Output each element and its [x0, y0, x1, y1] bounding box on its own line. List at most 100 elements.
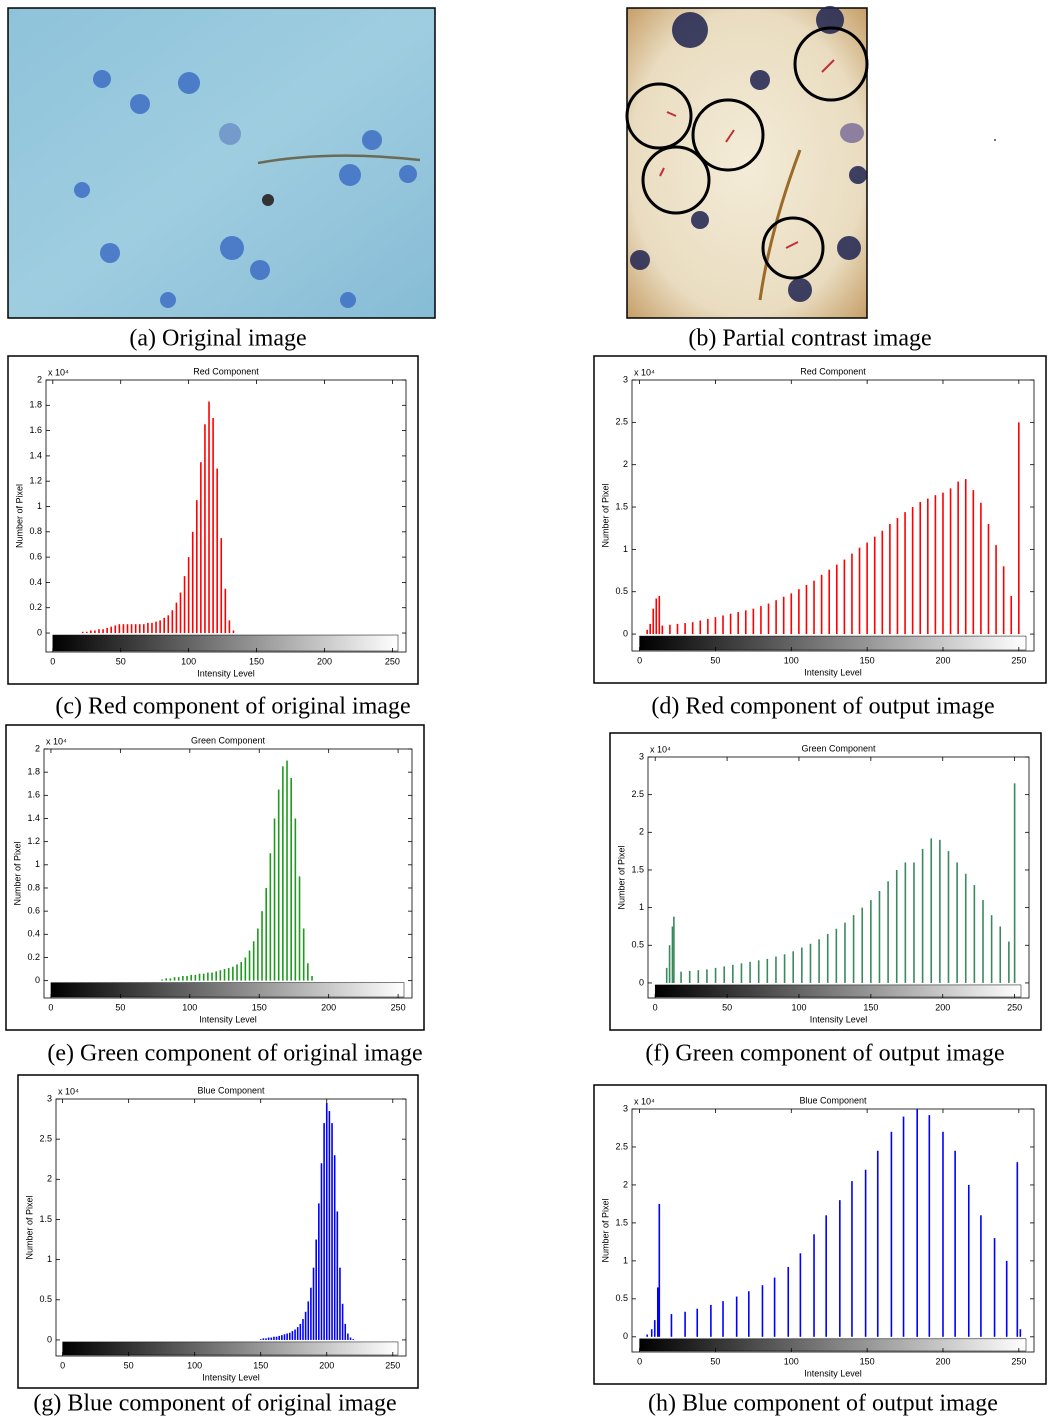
histogram-bar — [696, 1308, 699, 1337]
y-axis-label: Number of Pixel — [616, 845, 626, 909]
histogram-bar — [773, 1277, 776, 1337]
y-tick-label: 1.5 — [631, 864, 644, 874]
y-tick-label: 0 — [639, 977, 644, 987]
histogram-bar — [175, 602, 178, 634]
histogram-bar — [102, 629, 104, 634]
x-tick-label: 100 — [182, 1002, 197, 1012]
histogram-bar — [864, 1169, 867, 1337]
histogram-bar — [331, 1123, 333, 1340]
histogram-bar — [211, 972, 213, 981]
histogram-bar — [820, 574, 823, 635]
histogram-bar — [671, 926, 674, 983]
histogram-bar — [658, 1203, 661, 1337]
histogram-bar — [904, 512, 906, 635]
histogram-bar — [1019, 1329, 1022, 1337]
histogram-bar — [320, 1163, 323, 1340]
histogram-bar — [699, 620, 702, 635]
histogram-bar — [208, 401, 210, 634]
histogram-bar — [964, 479, 967, 635]
histogram-bar — [653, 1320, 656, 1337]
histogram-bar — [286, 1333, 288, 1340]
histogram-bar — [169, 978, 172, 981]
y-tick-label: 1.8 — [27, 767, 40, 777]
histogram-bar — [809, 943, 812, 983]
y-tick-label: 0.2 — [29, 602, 42, 612]
histogram-bar — [964, 873, 967, 983]
plot-area — [647, 756, 1030, 999]
y-tick-label: 0 — [623, 628, 628, 638]
histogram-bar — [161, 979, 163, 981]
histogram-panel: Blue Component x 10⁴ Intensity Level Number… — [17, 1074, 419, 1389]
intensity-band — [52, 634, 399, 652]
histogram-bar — [655, 598, 658, 635]
x-tick-label: 200 — [321, 1002, 336, 1012]
histogram-bar — [312, 1267, 315, 1340]
intensity-band — [50, 982, 405, 998]
x-axis-label: Intensity Level — [202, 1372, 260, 1382]
x-tick-label: 0 — [60, 1360, 65, 1370]
histogram-bar — [165, 978, 168, 981]
x-tick-label: 100 — [784, 1356, 799, 1366]
histogram-bar — [775, 600, 777, 635]
histogram-bar — [787, 1266, 790, 1337]
histogram-bar — [98, 629, 100, 634]
y-axis-label: Number of Pixel — [600, 483, 610, 547]
histogram-bar — [980, 1215, 982, 1337]
histogram-bar — [835, 928, 838, 983]
histogram-bar — [805, 584, 808, 635]
y-tick-label: 2 — [639, 827, 644, 837]
x-tick-label: 150 — [252, 1002, 267, 1012]
histogram-bar — [202, 973, 205, 981]
plot-area — [55, 1098, 407, 1357]
intensity-band — [639, 635, 1027, 651]
histogram-bar — [341, 1303, 344, 1340]
chart-title: Green Component — [191, 735, 266, 745]
histogram-bar — [967, 1184, 970, 1337]
histogram-bar — [947, 851, 950, 983]
histogram-bar — [220, 538, 223, 634]
histogram-bar — [138, 624, 141, 634]
histogram-bar — [344, 1323, 347, 1340]
histogram-bar — [232, 630, 235, 634]
y-multiplier: x 10⁴ — [48, 367, 69, 377]
histogram-bar — [919, 501, 922, 635]
histogram-bar — [782, 596, 785, 635]
histogram-bar — [916, 1109, 918, 1337]
histogram-bar — [706, 969, 708, 983]
histogram-bar — [980, 502, 982, 635]
histogram-bar — [275, 1336, 278, 1340]
y-tick-label: 1 — [623, 1255, 628, 1265]
histogram-bar — [707, 618, 709, 635]
histogram-bar — [722, 1301, 724, 1337]
histogram-bar — [928, 1115, 931, 1337]
histogram-bar — [187, 557, 190, 634]
histogram-bar — [881, 530, 884, 635]
histogram-bar — [307, 963, 309, 981]
x-tick-label: 0 — [637, 1356, 642, 1366]
histogram-bar — [661, 625, 664, 635]
histogram-bar — [265, 887, 267, 981]
y-tick-label: 2.5 — [615, 417, 628, 427]
y-tick-label: 2 — [37, 374, 42, 384]
plot-area — [631, 379, 1035, 652]
y-tick-label: 1 — [47, 1254, 52, 1264]
histogram-bar — [223, 969, 226, 981]
histogram-bar — [198, 973, 201, 981]
x-tick-label: 0 — [653, 1002, 658, 1012]
y-tick-label: 0 — [35, 975, 40, 985]
y-tick-label: 0.8 — [29, 526, 42, 536]
histogram-bar — [843, 559, 846, 635]
histogram-bar — [110, 626, 113, 634]
histogram-bar — [887, 881, 889, 983]
histogram-bar — [813, 1234, 815, 1337]
histogram-bar — [248, 950, 251, 981]
histogram-bar — [749, 961, 751, 983]
histogram-bar — [269, 853, 272, 981]
histogram-bar — [315, 1239, 317, 1340]
histogram-bar — [159, 620, 161, 634]
histogram-bar — [873, 536, 876, 635]
y-tick-label: 2.5 — [39, 1134, 52, 1144]
histogram-bar — [775, 956, 777, 983]
y-tick-label: 3 — [639, 751, 644, 761]
